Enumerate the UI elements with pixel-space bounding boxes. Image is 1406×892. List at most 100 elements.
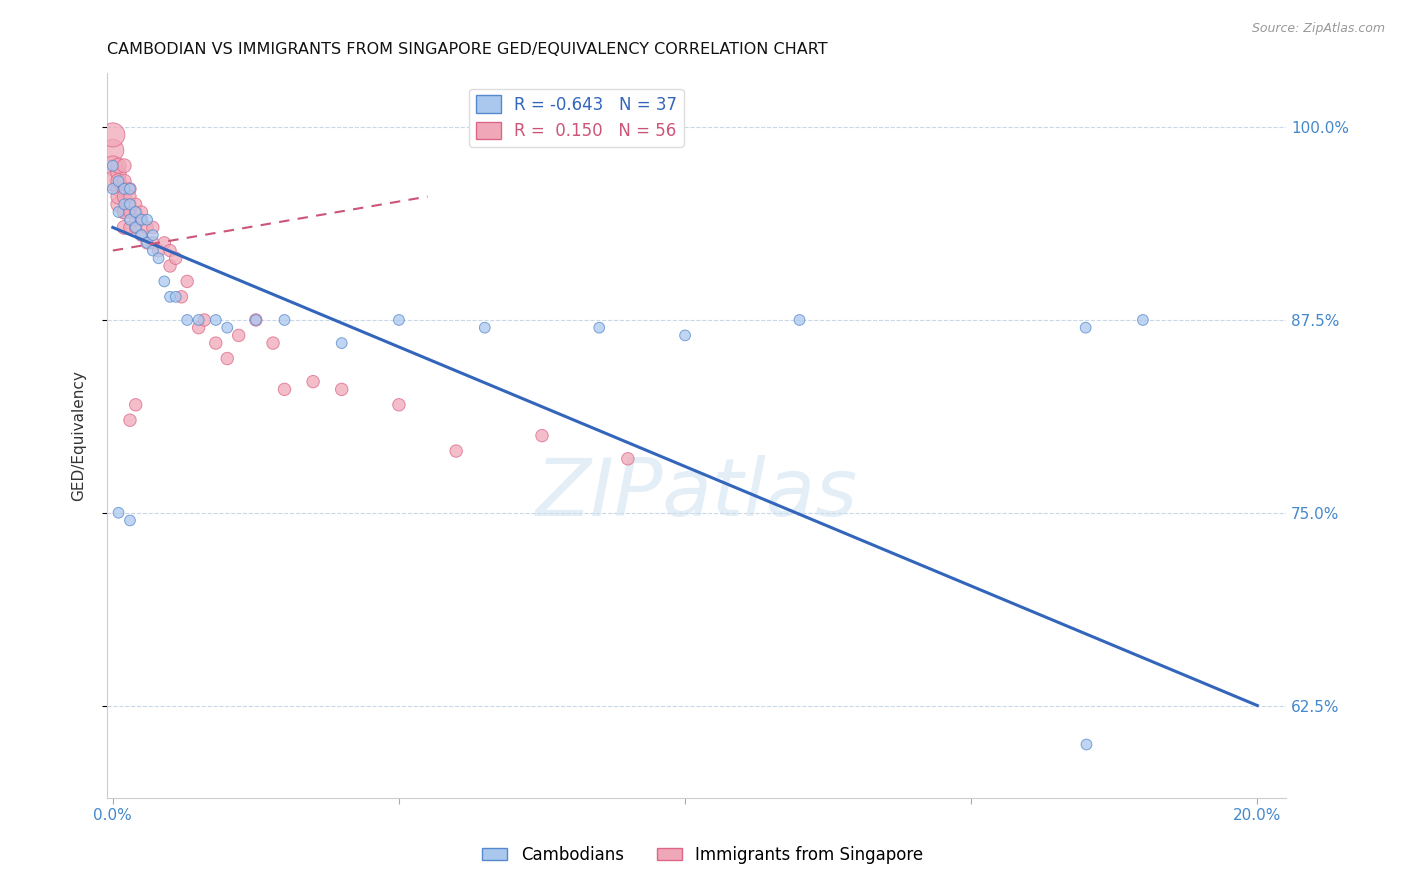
Point	[153, 235, 176, 250]
Point	[131, 212, 153, 227]
Point	[388, 313, 411, 327]
Point	[107, 174, 129, 188]
Point	[204, 336, 226, 351]
Text: CAMBODIAN VS IMMIGRANTS FROM SINGAPORE GED/EQUIVALENCY CORRELATION CHART: CAMBODIAN VS IMMIGRANTS FROM SINGAPORE G…	[107, 42, 828, 57]
Point	[101, 159, 124, 173]
Point	[204, 313, 226, 327]
Point	[107, 506, 129, 520]
Point	[118, 182, 141, 196]
Point	[789, 313, 811, 327]
Point	[118, 197, 141, 211]
Point	[159, 290, 181, 304]
Point	[193, 313, 215, 327]
Point	[118, 513, 141, 527]
Point	[142, 228, 165, 243]
Point	[245, 313, 267, 327]
Point	[112, 174, 135, 188]
Point	[142, 235, 165, 250]
Point	[136, 235, 159, 250]
Point	[530, 428, 553, 442]
Point	[136, 235, 159, 250]
Legend: Cambodians, Immigrants from Singapore: Cambodians, Immigrants from Singapore	[475, 839, 931, 871]
Point	[1074, 320, 1097, 334]
Point	[330, 336, 353, 351]
Point	[125, 220, 148, 235]
Point	[112, 189, 135, 203]
Point	[112, 205, 135, 219]
Point	[112, 205, 135, 219]
Point	[217, 320, 239, 334]
Point	[125, 220, 148, 235]
Point	[148, 252, 170, 266]
Point	[112, 220, 135, 235]
Point	[474, 320, 496, 334]
Point	[131, 205, 153, 219]
Point	[136, 212, 159, 227]
Point	[125, 212, 148, 227]
Point	[131, 228, 153, 243]
Point	[159, 259, 181, 273]
Point	[159, 244, 181, 258]
Point	[588, 320, 610, 334]
Point	[118, 220, 141, 235]
Point	[112, 182, 135, 196]
Point	[131, 228, 153, 243]
Point	[112, 197, 135, 211]
Point	[118, 205, 141, 219]
Point	[107, 189, 129, 203]
Point	[187, 313, 209, 327]
Point	[118, 413, 141, 427]
Point	[273, 383, 295, 397]
Point	[142, 220, 165, 235]
Point	[131, 212, 153, 227]
Point	[176, 274, 198, 288]
Point	[170, 290, 193, 304]
Point	[245, 313, 267, 327]
Point	[101, 159, 124, 173]
Point	[112, 182, 135, 196]
Point	[262, 336, 284, 351]
Point	[101, 182, 124, 196]
Point	[125, 205, 148, 219]
Legend: R = -0.643   N = 37, R =  0.150   N = 56: R = -0.643 N = 37, R = 0.150 N = 56	[470, 89, 683, 147]
Point	[1074, 737, 1097, 751]
Point	[118, 189, 141, 203]
Point	[107, 174, 129, 188]
Point	[302, 375, 325, 389]
Point	[107, 205, 129, 219]
Point	[136, 220, 159, 235]
Point	[217, 351, 239, 366]
Point	[1132, 313, 1154, 327]
Point	[118, 197, 141, 211]
Point	[148, 244, 170, 258]
Point	[107, 166, 129, 180]
Y-axis label: GED/Equivalency: GED/Equivalency	[72, 370, 86, 501]
Point	[125, 197, 148, 211]
Point	[176, 313, 198, 327]
Point	[112, 159, 135, 173]
Point	[228, 328, 250, 343]
Point	[165, 290, 187, 304]
Point	[187, 320, 209, 334]
Point	[125, 205, 148, 219]
Point	[118, 212, 141, 227]
Point	[330, 383, 353, 397]
Text: ZIPatlas: ZIPatlas	[536, 455, 858, 533]
Point	[673, 328, 696, 343]
Point	[125, 398, 148, 412]
Point	[118, 182, 141, 196]
Point	[617, 451, 640, 466]
Point	[101, 128, 124, 142]
Point	[107, 159, 129, 173]
Point	[107, 182, 129, 196]
Point	[153, 274, 176, 288]
Point	[165, 252, 187, 266]
Text: Source: ZipAtlas.com: Source: ZipAtlas.com	[1251, 22, 1385, 36]
Point	[107, 197, 129, 211]
Point	[142, 244, 165, 258]
Point	[273, 313, 295, 327]
Point	[388, 398, 411, 412]
Point	[444, 444, 467, 458]
Point	[101, 144, 124, 158]
Point	[101, 174, 124, 188]
